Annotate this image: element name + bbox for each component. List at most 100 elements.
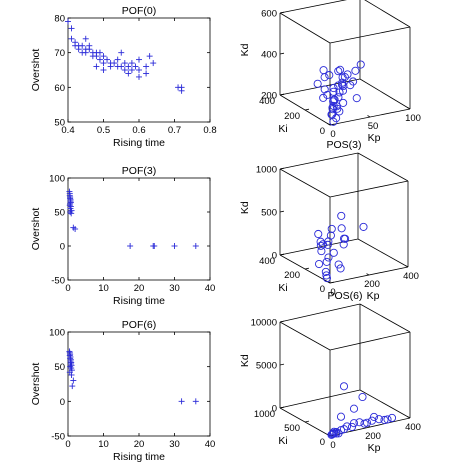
data-point-circle bbox=[355, 418, 364, 427]
chart-title: POF(3) bbox=[122, 165, 156, 177]
y-tick-label: -50 bbox=[51, 276, 65, 287]
z-tick bbox=[279, 363, 285, 366]
data-point-plus bbox=[93, 63, 100, 70]
data-point-plus bbox=[125, 70, 132, 77]
data-point-circle bbox=[349, 404, 359, 413]
data-point-circle bbox=[337, 80, 347, 89]
y-tick-label: 50 bbox=[54, 118, 65, 129]
chart-title: POF(0) bbox=[122, 5, 156, 17]
z-axis-label: Kd bbox=[239, 201, 251, 214]
z-tick bbox=[279, 167, 284, 170]
data-point-circle bbox=[319, 66, 328, 75]
data-point-circle bbox=[334, 67, 343, 76]
data-point-circle bbox=[339, 234, 349, 243]
x-tick-label: 200 bbox=[364, 279, 380, 290]
data-point-circle bbox=[336, 65, 345, 74]
y-tick-label: 200 bbox=[284, 270, 300, 281]
y-tick-label: 80 bbox=[54, 14, 65, 25]
y-tick-label: 0 bbox=[320, 126, 325, 137]
data-point-plus bbox=[82, 35, 89, 42]
data-point-plus bbox=[96, 56, 103, 63]
box-edge bbox=[279, 0, 348, 14]
y-tick bbox=[304, 267, 309, 270]
scatter-panel-pof0: POF(0) Rising time Overshot 0.4 0.5 0.6 0.7 0.8… bbox=[30, 5, 217, 149]
data-point-circle bbox=[387, 413, 397, 422]
z-tick-label: 1000 bbox=[256, 165, 277, 176]
y-tick bbox=[304, 108, 310, 111]
data-point-plus bbox=[68, 210, 75, 217]
x-axis-label: Kp bbox=[368, 132, 381, 144]
z-axis-label: Kd bbox=[239, 354, 251, 367]
data-point-circle bbox=[334, 429, 343, 438]
data-point-plus bbox=[118, 49, 125, 56]
data-point-circle bbox=[321, 267, 330, 276]
z-tick-label: 5000 bbox=[256, 361, 277, 372]
data-point-circle bbox=[324, 253, 333, 262]
y-tick bbox=[329, 123, 335, 126]
data-point-circle bbox=[349, 419, 359, 428]
x-tick bbox=[327, 123, 331, 126]
data-point-circle bbox=[362, 418, 372, 427]
z-tick bbox=[279, 320, 285, 323]
data-point-plus bbox=[136, 73, 142, 80]
data-point-plus bbox=[69, 383, 76, 390]
x-tick bbox=[367, 115, 371, 118]
box-edge bbox=[279, 152, 359, 170]
y-tick-label: 60 bbox=[54, 83, 65, 94]
y-axis-label: Overshot bbox=[30, 49, 42, 92]
z-tick-label: 500 bbox=[261, 208, 277, 219]
box-edge bbox=[279, 238, 359, 256]
data-point-circle bbox=[322, 274, 332, 283]
x-tick-label: 0 bbox=[65, 439, 70, 450]
data-point-circle bbox=[329, 248, 338, 257]
scatter3d-panel-pos3: POS(3) 0 200 400 Kp 0 200 400 Ki 0 500 1000 Kd bbox=[239, 139, 419, 302]
x-tick-label: 50 bbox=[368, 121, 379, 132]
x-tick-label: 20 bbox=[134, 283, 145, 294]
data-point-circle bbox=[337, 224, 346, 233]
chart-title: POF(6) bbox=[122, 319, 156, 331]
x-tick-label: 0.4 bbox=[61, 125, 74, 136]
data-point-plus bbox=[70, 377, 77, 384]
box-edge bbox=[359, 78, 411, 110]
data-point-circle bbox=[339, 240, 348, 249]
x-tick-label: 0 bbox=[65, 283, 70, 294]
y-tick-label: -50 bbox=[51, 432, 65, 443]
data-point-plus bbox=[67, 209, 74, 215]
y-tick bbox=[329, 281, 334, 284]
data-point-circle bbox=[320, 73, 329, 82]
data-point-plus bbox=[67, 363, 74, 370]
z-tick bbox=[279, 210, 284, 213]
data-point-plus bbox=[68, 371, 75, 378]
data-point-circle bbox=[343, 70, 352, 79]
y-tick-label: 70 bbox=[54, 48, 65, 59]
data-point-plus bbox=[192, 398, 199, 405]
data-point-circle bbox=[383, 415, 392, 424]
data-point-circle bbox=[358, 392, 367, 402]
data-point-plus bbox=[104, 56, 111, 63]
z-tick-label: 0 bbox=[272, 251, 277, 262]
data-point-plus bbox=[146, 53, 153, 60]
plot-frame bbox=[67, 331, 211, 437]
data-point-plus bbox=[121, 60, 128, 67]
y-tick-label: 0 bbox=[60, 242, 65, 253]
data-point-plus bbox=[143, 63, 150, 70]
data-point-plus bbox=[114, 56, 121, 63]
data-point-plus bbox=[65, 18, 71, 25]
chart-title: POS(6) bbox=[327, 290, 362, 302]
box-edge bbox=[279, 303, 361, 323]
data-point-plus bbox=[68, 35, 75, 42]
y-tick-label: 50 bbox=[54, 208, 65, 219]
data-point-circle bbox=[322, 257, 331, 266]
data-point-plus bbox=[127, 243, 134, 249]
y-tick-label: 500 bbox=[284, 423, 300, 434]
data-point-plus bbox=[118, 63, 125, 70]
y-axis-label: Ki bbox=[278, 123, 287, 135]
x-tick-label: 40 bbox=[205, 439, 216, 450]
plot-frame bbox=[67, 177, 211, 281]
data-point-plus bbox=[100, 60, 107, 67]
chart-title: POS(3) bbox=[326, 139, 361, 151]
x-tick-label: 30 bbox=[169, 283, 180, 294]
x-tick bbox=[366, 273, 370, 276]
data-point-plus bbox=[178, 398, 185, 405]
data-point-plus bbox=[96, 49, 103, 56]
